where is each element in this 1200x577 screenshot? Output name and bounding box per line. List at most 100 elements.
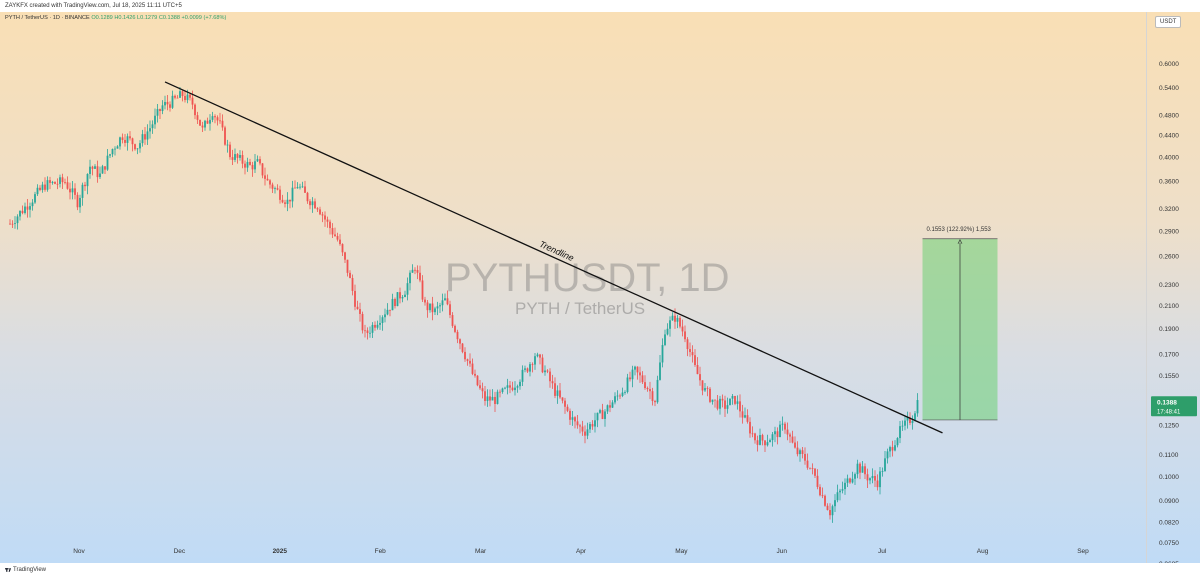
x-tick-label: May [675, 548, 688, 555]
candle-body [146, 131, 149, 140]
candle-body [801, 450, 804, 454]
candle-body [171, 95, 174, 108]
candle-body [16, 216, 19, 224]
candle-body [481, 388, 484, 392]
candle-body [296, 187, 299, 189]
candle-body [666, 328, 669, 335]
candle-body [556, 390, 559, 396]
candle-body [776, 431, 779, 438]
candle-body [394, 298, 396, 307]
symbol-legend[interactable]: PYTH / TetherUS · 1D · BINANCE O0.1289 H… [5, 15, 226, 21]
candle-body [451, 315, 454, 326]
trendline-label: Trendline [538, 239, 576, 263]
candle-body [669, 320, 671, 329]
candle-body [644, 382, 646, 389]
candle-body [504, 387, 506, 389]
footer: TradingView [0, 563, 1200, 577]
candle-body [836, 492, 839, 501]
candle-body [509, 385, 511, 388]
candle-body [461, 343, 464, 352]
candle-body [356, 306, 359, 310]
symbol-label: PYTH / TetherUS · 1D · BINANCE [5, 15, 90, 21]
candle-body [916, 400, 919, 414]
candle-body [716, 400, 719, 409]
candle-body [816, 475, 819, 487]
candle-body [539, 354, 541, 358]
price-axis[interactable]: 0.6000 0.5400 0.4800 0.4400 0.4000 0.3600 0.32… [1146, 12, 1200, 563]
candle-body [269, 180, 271, 185]
candle-body [46, 180, 49, 190]
candle-body [211, 116, 214, 120]
candle-body [139, 143, 141, 149]
candle-body [186, 94, 189, 101]
y-tick-label: 0.1550 [1159, 373, 1179, 380]
candle-body [491, 396, 494, 401]
candle-body [904, 420, 906, 426]
y-tick-label: 0.2600 [1159, 254, 1179, 261]
y-tick-label: 0.2900 [1159, 228, 1179, 235]
candle-body [236, 154, 239, 158]
candle-body [809, 467, 811, 469]
candle-body [591, 424, 594, 427]
candle-body [446, 298, 449, 305]
candle-body [44, 184, 46, 190]
candle-body [301, 186, 304, 188]
candle-body [546, 370, 549, 372]
candle-body [311, 201, 314, 206]
candle-body [29, 206, 31, 210]
candle-body [701, 380, 704, 391]
candle-body [914, 413, 916, 421]
candle-body [364, 330, 366, 332]
candle-body [239, 155, 241, 158]
candle-body [341, 244, 344, 253]
candle-body [319, 209, 321, 215]
candle-body [209, 119, 211, 124]
candle-body [254, 161, 256, 170]
candle-body [859, 463, 861, 473]
candle-body [259, 159, 261, 164]
candle-body [449, 304, 451, 316]
chart-area[interactable]: PYTH / TetherUS · 1D · BINANCE O0.1289 H… [0, 12, 1146, 563]
candle-body [529, 364, 531, 372]
candle-body [234, 154, 236, 160]
candle-body [896, 438, 899, 446]
watermark-subtitle: PYTH / TetherUS [515, 299, 646, 318]
candle-body [581, 426, 584, 432]
candle-body [681, 326, 684, 332]
candle-body [21, 210, 24, 214]
y-tick-label: 0.1250 [1159, 422, 1179, 429]
candle-body [789, 434, 791, 437]
x-tick-label: Apr [576, 548, 587, 555]
candle-body [304, 186, 306, 193]
candle-body [309, 201, 311, 206]
candlestick-chart[interactable]: Trendline 0.1553 (122.92%) 1,553 Nov Dec 202… [0, 12, 1146, 563]
candle-body [349, 272, 351, 279]
currency-button[interactable]: USDT [1155, 16, 1182, 28]
candle-body [906, 417, 909, 421]
trendline[interactable] [164, 81, 943, 434]
y-tick-label: 0.1000 [1159, 474, 1179, 481]
candle-body [371, 324, 374, 333]
candle-body [229, 144, 231, 158]
candle-body [479, 385, 481, 389]
candle-body [406, 283, 409, 295]
candle-body [594, 420, 596, 427]
candle-body [649, 389, 651, 392]
y-tick-label: 0.0750 [1159, 540, 1179, 547]
candle-body [759, 435, 761, 445]
candle-body [246, 161, 249, 168]
candle-body [821, 495, 824, 497]
x-tick-label: 2025 [273, 548, 288, 555]
candle-body [204, 120, 206, 128]
y-tick-label: 0.1900 [1159, 326, 1179, 333]
candle-body [159, 109, 161, 112]
candle-body [764, 440, 766, 446]
candle-body [569, 410, 571, 420]
candle-body [149, 128, 151, 132]
candle-body [634, 366, 636, 370]
candle-body [566, 406, 569, 411]
candle-body [654, 401, 656, 403]
candle-body [409, 272, 411, 284]
candle-body [636, 366, 639, 373]
candle-body [321, 214, 324, 216]
